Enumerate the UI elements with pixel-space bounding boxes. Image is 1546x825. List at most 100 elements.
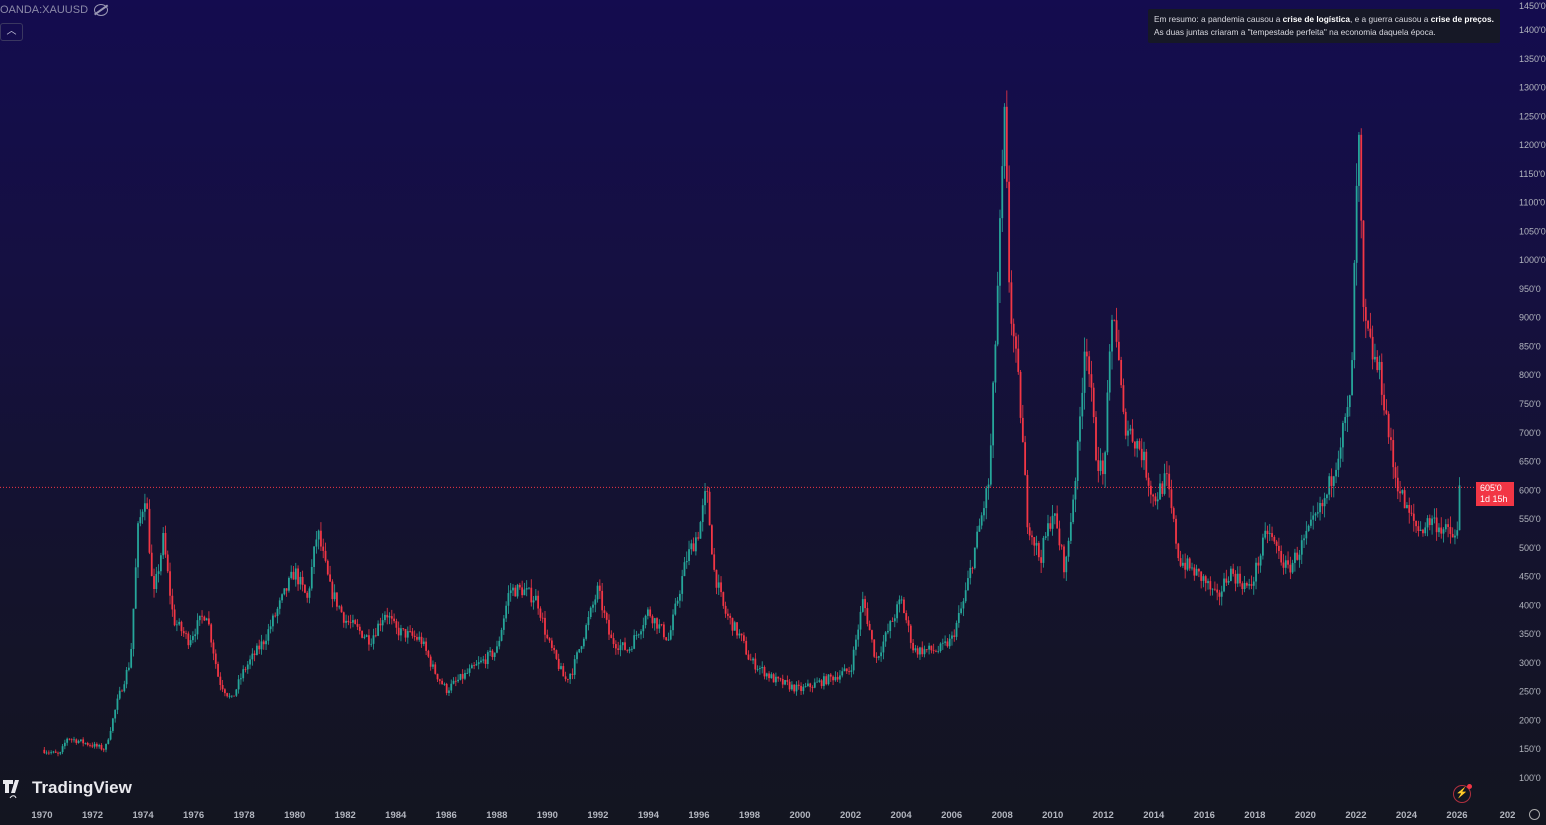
candle-body	[43, 749, 46, 754]
candle	[850, 664, 853, 678]
candle-body	[1204, 576, 1207, 584]
candle-body	[187, 633, 190, 646]
candle-body	[1069, 522, 1072, 541]
candle-body	[811, 687, 814, 688]
candle-body	[329, 574, 331, 582]
candle	[240, 673, 242, 685]
candle	[1211, 588, 1214, 596]
time-axis[interactable]: 1970 1972 1974 1976 1978 1980 1982 1984 1986 1988…	[31, 810, 1515, 821]
candle	[187, 631, 190, 649]
candle-body	[850, 670, 853, 672]
text-annotation[interactable]: Em resumo: a pandemia causou a crise de …	[1148, 9, 1500, 43]
candle	[1239, 566, 1241, 587]
candle	[1197, 568, 1200, 578]
candle	[688, 540, 690, 566]
candle-body	[244, 669, 247, 670]
candle-body	[871, 630, 873, 640]
candle	[365, 634, 368, 638]
candle-body	[864, 599, 866, 609]
eye-off-icon[interactable]	[94, 4, 109, 16]
candle	[214, 649, 217, 669]
candle-body	[324, 550, 327, 561]
candle	[635, 630, 638, 640]
candle-body	[857, 629, 860, 640]
candle-body	[217, 663, 219, 677]
candle-body	[957, 612, 960, 623]
candle	[347, 615, 350, 626]
candle	[1193, 564, 1196, 581]
candle-body	[596, 585, 599, 600]
candle-body	[788, 681, 791, 690]
candle-body	[1438, 527, 1440, 533]
candle-body	[290, 571, 293, 578]
candle-body	[59, 752, 62, 754]
candle-body	[1296, 552, 1299, 560]
candle	[937, 645, 940, 654]
candle	[338, 605, 341, 610]
candle	[1294, 548, 1296, 572]
candle-body	[601, 590, 604, 611]
candle-body	[102, 749, 105, 751]
candle-body	[624, 642, 626, 650]
candle-body	[1289, 564, 1292, 573]
candle	[114, 709, 117, 723]
candle	[1026, 470, 1029, 534]
candle-body	[1344, 417, 1347, 423]
candle	[980, 512, 983, 530]
x-tick-label: 1970	[31, 810, 52, 821]
candle-body	[196, 620, 199, 635]
candle	[1316, 502, 1319, 518]
candle	[1220, 585, 1223, 606]
candle	[461, 669, 464, 684]
candle-body	[1355, 185, 1358, 263]
candle-body	[1145, 451, 1148, 478]
candle-body	[1319, 503, 1321, 513]
lightning-icon[interactable]: ⚡	[1453, 784, 1472, 803]
candle-body	[402, 628, 405, 630]
candle	[493, 652, 496, 661]
y-tick-label: 400'0	[1519, 600, 1541, 610]
candle-body	[450, 683, 453, 691]
candle	[283, 588, 286, 596]
candle	[290, 565, 293, 580]
candle-body	[692, 543, 695, 552]
candle	[1412, 503, 1415, 532]
candle-body	[338, 606, 341, 608]
candle-body	[1033, 537, 1036, 546]
candle	[427, 649, 430, 658]
candle	[859, 605, 862, 637]
candle	[571, 668, 574, 680]
price-axis[interactable]: 100'0 150'0 200'0 250'0 300'0 350'0 400'0 450'0…	[1519, 1, 1546, 783]
candle-body	[685, 561, 688, 563]
candle	[1168, 465, 1171, 498]
candle	[157, 564, 160, 583]
candle-body	[1117, 341, 1120, 361]
candle	[919, 646, 921, 660]
candle-body	[63, 742, 66, 747]
candle-body	[912, 642, 914, 651]
settings-icon[interactable]	[1529, 809, 1540, 820]
candle-body	[242, 669, 245, 679]
candle-body	[747, 654, 750, 660]
candle	[1323, 492, 1326, 518]
candle-body	[68, 738, 71, 740]
candle	[667, 632, 670, 642]
candle-body	[393, 618, 395, 622]
candle-body	[1088, 356, 1091, 375]
candle-body	[1184, 562, 1187, 570]
candle	[333, 584, 336, 602]
candle-body	[1081, 392, 1084, 417]
candle	[692, 537, 695, 552]
symbol-legend[interactable]: OANDA:XAUUSD	[0, 4, 109, 16]
candle	[1424, 522, 1427, 536]
candle	[233, 695, 235, 697]
collapse-legend-button[interactable]: ︿	[0, 23, 23, 41]
candle	[809, 682, 812, 692]
candle	[1268, 524, 1271, 541]
candle	[841, 667, 844, 678]
candle	[502, 615, 505, 635]
tradingview-logo[interactable]: TradingView	[2, 777, 132, 799]
candle-body	[1035, 543, 1038, 546]
candle	[1364, 298, 1367, 339]
